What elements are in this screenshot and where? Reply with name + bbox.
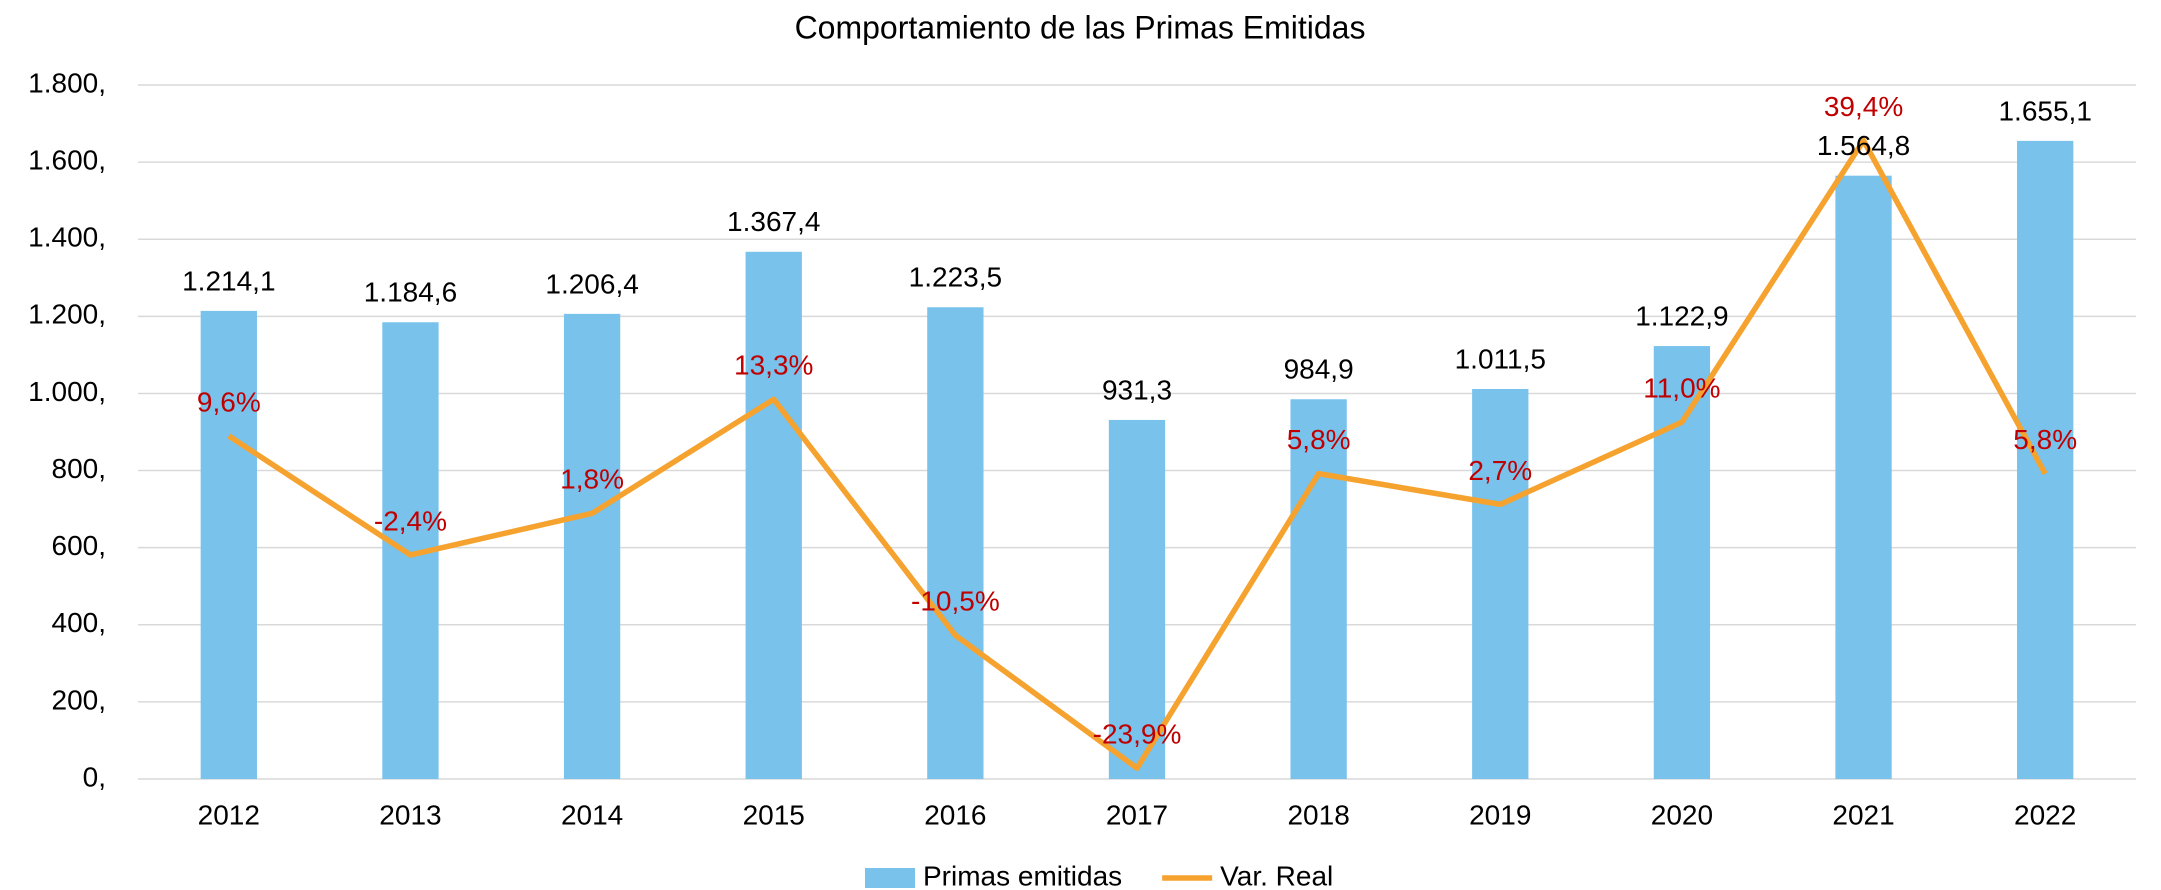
y-tick-label: 1.800, xyxy=(28,67,106,98)
x-tick-label: 2022 xyxy=(2014,799,2076,830)
data-label: 1.206,4 xyxy=(545,268,638,299)
bar xyxy=(563,313,621,779)
data-label: 39,4% xyxy=(1824,91,1903,122)
bar xyxy=(1472,389,1529,779)
data-label: 1.564,8 xyxy=(1817,130,1910,161)
bar xyxy=(1290,399,1347,779)
y-tick-label: 1.600, xyxy=(28,145,106,176)
line xyxy=(227,137,2048,771)
x-tick-label: 2012 xyxy=(198,799,260,830)
y-tick-label: 1.200, xyxy=(28,299,106,330)
data-label: -10,5% xyxy=(911,586,1000,617)
x-tick-label: 2015 xyxy=(743,799,805,830)
bar xyxy=(745,251,802,780)
data-label: -23,9% xyxy=(1093,718,1182,749)
data-label: 1.223,5 xyxy=(909,262,1002,293)
data-label: 984,9 xyxy=(1284,354,1354,385)
legend-label: Var. Real xyxy=(1220,860,1333,890)
bar xyxy=(927,307,984,779)
bar xyxy=(200,310,257,779)
data-label: 1.367,4 xyxy=(727,206,820,237)
bar xyxy=(1653,346,1711,779)
data-label: 1.122,9 xyxy=(1635,300,1728,331)
data-label: 1.214,1 xyxy=(182,265,275,296)
x-tick-label: 2014 xyxy=(561,799,623,830)
data-label: 1.655,1 xyxy=(1998,95,2091,126)
data-label: 1.011,5 xyxy=(1455,343,1546,374)
y-tick-label: 200, xyxy=(52,684,107,715)
x-tick-label: 2013 xyxy=(379,799,441,830)
y-tick-label: 400, xyxy=(52,607,107,638)
data-label: 9,6% xyxy=(197,386,261,417)
x-tick-label: 2021 xyxy=(1832,799,1894,830)
data-label: 1,8% xyxy=(560,464,624,495)
chart-title: Comportamiento de las Primas Emitidas xyxy=(795,9,1366,45)
y-tick-label: 0, xyxy=(83,761,106,792)
legend-swatch xyxy=(865,868,915,888)
y-tick-label: 1.000, xyxy=(28,376,106,407)
data-label: 5,8% xyxy=(1287,424,1351,455)
data-label: 5,8% xyxy=(2013,424,2077,455)
data-label: 13,3% xyxy=(734,350,813,381)
x-tick-label: 2018 xyxy=(1287,799,1349,830)
y-tick-label: 800, xyxy=(52,453,107,484)
data-label: 931,3 xyxy=(1102,374,1172,405)
x-tick-label: 2017 xyxy=(1106,799,1168,830)
data-label: 1.184,6 xyxy=(364,277,457,308)
y-tick-label: 1.400, xyxy=(28,222,106,253)
bar xyxy=(1108,419,1166,779)
x-tick-label: 2016 xyxy=(924,799,986,830)
bar xyxy=(1835,175,1892,779)
y-tick-label: 600, xyxy=(52,530,107,561)
x-tick-label: 2020 xyxy=(1651,799,1713,830)
legend-label: Primas emitidas xyxy=(923,860,1122,890)
data-label: 11,0% xyxy=(1643,372,1720,403)
x-tick-label: 2019 xyxy=(1469,799,1531,830)
data-label: -2,4% xyxy=(374,505,447,536)
data-label: 2,7% xyxy=(1468,455,1532,486)
bar xyxy=(2017,140,2074,779)
